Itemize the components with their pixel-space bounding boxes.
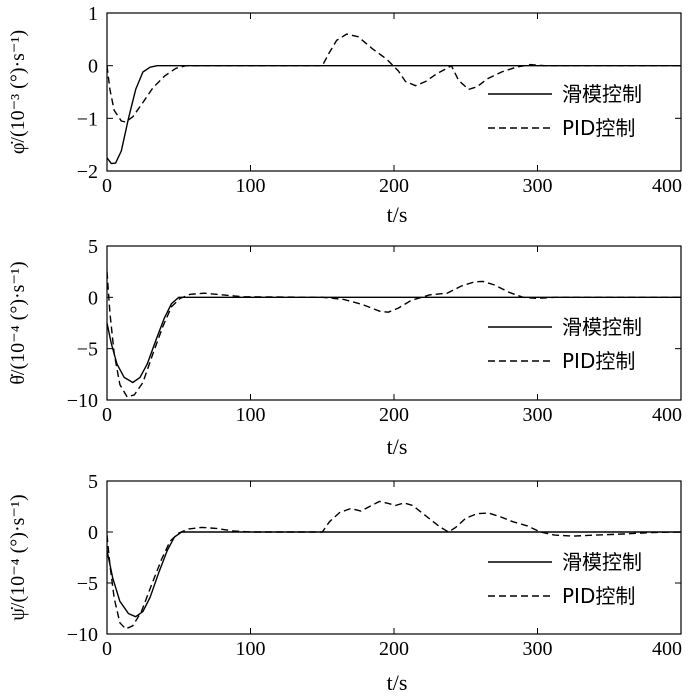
legend-label: 滑模控制 (562, 315, 642, 339)
y-tick-label: 0 (88, 56, 98, 78)
y-tick-label: −10 (67, 624, 98, 646)
x-tick-label: 100 (236, 638, 266, 660)
series-line-pid (107, 33, 681, 123)
y-axis-label: ψ̇/(10⁻⁴ (°)·s⁻¹) (7, 494, 29, 620)
chart-panel-2: 0 100 200 300 400 −10 −5 0 5 滑模控制 PID控制 t/s θ̇/(10⁻⁴… (7, 236, 682, 459)
y-tick-label: −10 (67, 390, 98, 412)
x-tick-label: 200 (379, 175, 409, 197)
x-tick-label: 0 (102, 404, 112, 426)
chart-panel-1: 0 100 200 300 400 −2 −1 0 1 滑模控制 PID控制 t/s φ̇/(10⁻³ … (7, 3, 682, 227)
y-tick-label: 0 (88, 287, 98, 309)
series-line-pid (107, 271, 681, 398)
series-line-pid (107, 500, 681, 630)
x-tick-label: 100 (236, 404, 266, 426)
y-tick-label: −2 (77, 161, 98, 183)
x-tick-label: 300 (523, 638, 553, 660)
x-tick-label: 300 (523, 404, 553, 426)
x-tick-label: 400 (652, 638, 682, 660)
x-tick-label: 0 (102, 638, 112, 660)
x-tick-label: 400 (652, 404, 682, 426)
y-tick-label: −5 (77, 573, 98, 595)
y-tick-label: −1 (77, 108, 98, 130)
chart-panel-3: 0 100 200 300 400 −10 −5 0 5 滑模控制 PID控制 t/s ψ̇/(10⁻⁴… (7, 471, 682, 695)
x-tick-label: 400 (652, 175, 682, 197)
legend-label: PID控制 (562, 584, 635, 608)
x-axis-label: t/s (387, 434, 408, 459)
y-tick-label: 0 (88, 522, 98, 544)
legend-label: PID控制 (562, 116, 635, 140)
y-tick-label: 5 (88, 471, 98, 493)
y-tick-label: 5 (88, 236, 98, 258)
y-tick-label: −5 (77, 339, 98, 361)
legend-label: 滑模控制 (562, 550, 642, 574)
x-tick-label: 200 (379, 404, 409, 426)
y-tick-label: 1 (88, 3, 98, 25)
y-axis-label: φ̇/(10⁻³ (°)·s⁻¹) (7, 30, 29, 154)
x-tick-label: 0 (102, 175, 112, 197)
x-tick-label: 300 (523, 175, 553, 197)
legend-label: 滑模控制 (562, 82, 642, 106)
x-axis-label: t/s (387, 202, 408, 227)
series-line-sliding-mode (107, 65, 681, 165)
y-axis-label: θ̇/(10⁻⁴ (°)·s⁻¹) (7, 261, 29, 384)
x-axis-label: t/s (387, 670, 408, 695)
x-tick-label: 100 (236, 175, 266, 197)
legend-label: PID控制 (562, 349, 635, 373)
x-tick-label: 200 (379, 638, 409, 660)
